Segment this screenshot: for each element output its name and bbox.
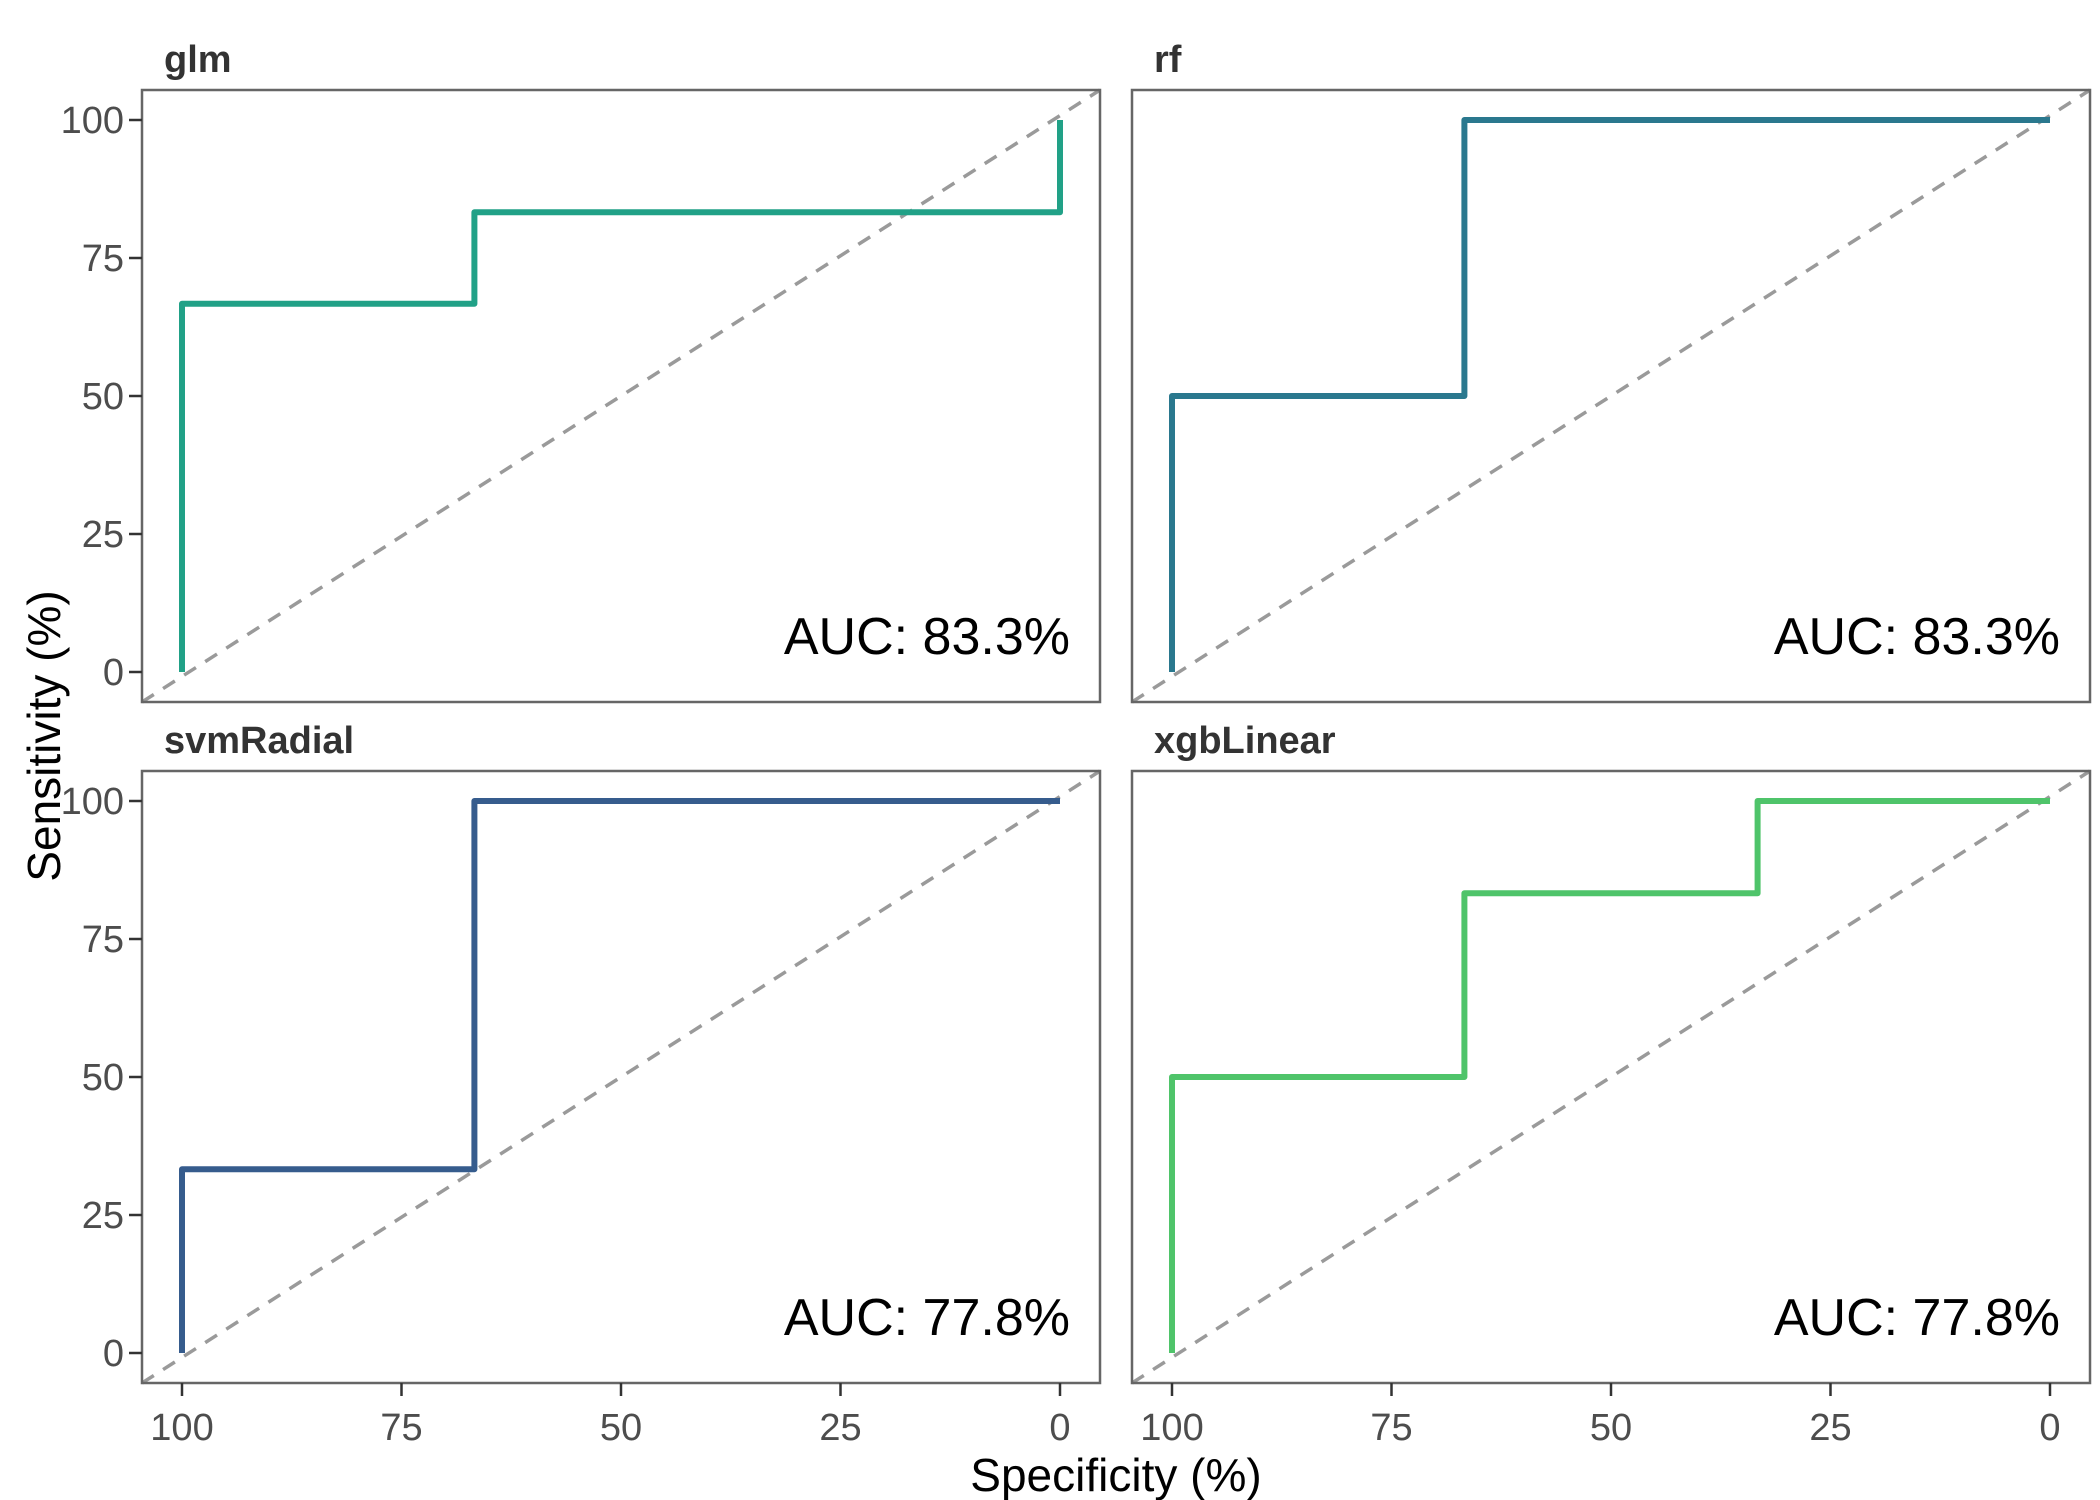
- y-tick-label: 50: [82, 376, 124, 418]
- panel-border: [1130, 88, 2092, 704]
- panel-background: [142, 771, 1100, 1383]
- facet-title-glm: glm: [164, 39, 232, 81]
- x-tick-label: 50: [1590, 1407, 1632, 1449]
- facet-title-rf: rf: [1154, 39, 1182, 81]
- auc-label-rf: AUC: 83.3%: [1774, 608, 2060, 666]
- x-tick-label: 100: [1140, 1407, 1203, 1449]
- facet-title-svmRadial: svmRadial: [164, 720, 354, 762]
- roc-curve-svmRadial: [179, 798, 1060, 1353]
- y-tick-label: 100: [61, 781, 124, 823]
- y-axis-title: Sensitivity (%): [18, 590, 70, 882]
- auc-label-svmRadial: AUC: 77.8%: [784, 1289, 1070, 1347]
- x-axis-title: Specificity (%): [970, 1449, 1262, 1500]
- x-tick-label: 50: [600, 1407, 642, 1449]
- facet-panel-glm: glm AUC: 83.3% 0 25 50 75 100: [61, 39, 1102, 704]
- x-tick-label: 25: [819, 1407, 861, 1449]
- roc-curve-glm: [179, 120, 1063, 672]
- y-tick-label: 75: [82, 919, 124, 961]
- panel-background: [142, 90, 1100, 702]
- roc-curve-rf: [1169, 117, 2050, 672]
- y-tick-label: 100: [61, 100, 124, 142]
- x-tick-label: 75: [380, 1407, 422, 1449]
- x-tick-label: 0: [1049, 1407, 1070, 1449]
- facet-panel-xgbLinear: xgbLinear AUC: 77.8% 100 75 50 25 0: [1130, 720, 2092, 1449]
- y-tick-label: 25: [82, 1195, 124, 1237]
- x-tick-label: 0: [2039, 1407, 2060, 1449]
- y-tick-label: 50: [82, 1057, 124, 1099]
- auc-label-xgbLinear: AUC: 77.8%: [1774, 1289, 2060, 1347]
- y-tick-label: 0: [103, 1333, 124, 1375]
- roc-curve-xgbLinear: [1169, 798, 2050, 1353]
- x-tick-label: 75: [1370, 1407, 1412, 1449]
- y-tick-label: 25: [82, 514, 124, 556]
- x-tick-label: 25: [1809, 1407, 1851, 1449]
- facet-panel-rf: rf AUC: 83.3%: [1130, 39, 2092, 704]
- auc-label-glm: AUC: 83.3%: [784, 608, 1070, 666]
- facet-title-xgbLinear: xgbLinear: [1154, 720, 1336, 762]
- y-tick-label: 0: [103, 652, 124, 694]
- facet-panel-svmRadial: svmRadial AUC: 77.8% 100 75 50 25 0 0 25 50 75 100: [61, 720, 1102, 1449]
- x-tick-label: 100: [150, 1407, 213, 1449]
- y-tick-label: 75: [82, 238, 124, 280]
